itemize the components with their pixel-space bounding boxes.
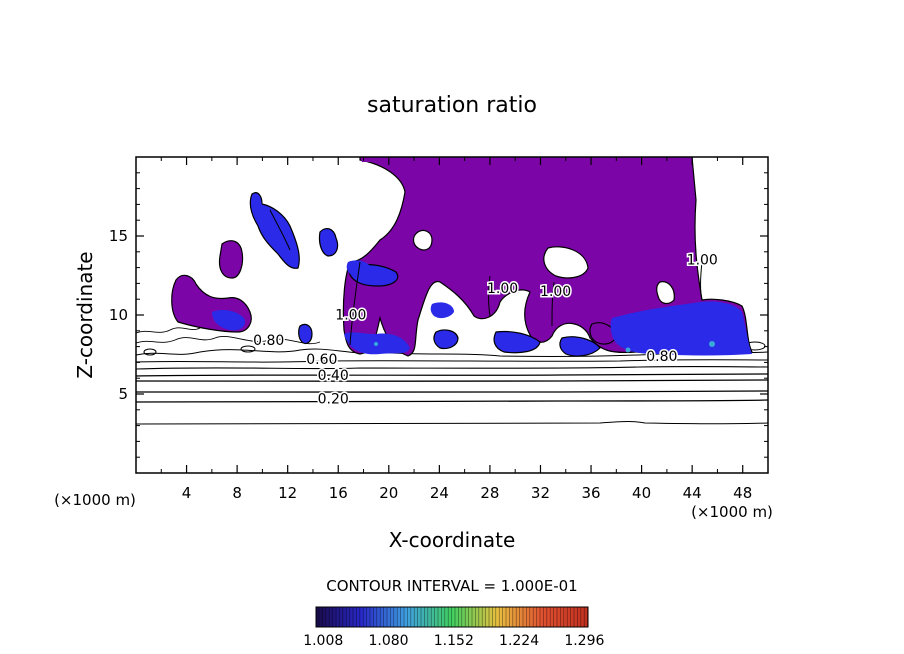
- contour-line-090: [136, 336, 321, 345]
- cloud-blob: [249, 192, 300, 269]
- y-axis-label: Z-coordinate: [73, 251, 97, 378]
- colorbar: 1.008 1.080 1.152 1.224 1.296: [303, 606, 604, 649]
- y-tick-label: 5: [118, 385, 128, 403]
- contour-line-010: [136, 421, 768, 425]
- colorbar-tick-label: 1.224: [499, 633, 539, 649]
- x-tick-label: 48: [733, 484, 752, 502]
- contour-line-050: [136, 373, 768, 377]
- contour-lines: [136, 327, 768, 425]
- contour-label: 1.00: [487, 281, 518, 297]
- cloud-blob: [218, 240, 244, 279]
- chart-title: saturation ratio: [367, 93, 537, 118]
- x-tick-label: 16: [329, 484, 348, 502]
- cloud-blob: [318, 228, 339, 257]
- contour-interval-label: CONTOUR INTERVAL = 1.000E-01: [326, 577, 577, 595]
- cloud-gap: [656, 281, 675, 305]
- plot-area: 0.20 0.400.60 0.80 0.80 1.00 1.00 1.00 1.00: [136, 157, 768, 425]
- x-tick-label: 24: [430, 484, 449, 502]
- y-tick-label: 10: [109, 306, 128, 324]
- contour-label: 0.80: [646, 349, 677, 365]
- y-axis-ticks: 5 10 15: [109, 172, 768, 458]
- contour-line-020: [136, 399, 768, 403]
- colorbar-gradient: [315, 606, 589, 628]
- contour-line-070: [136, 359, 768, 363]
- cloud-blob: [559, 336, 601, 357]
- x-axis-label: X-coordinate: [389, 528, 516, 552]
- contour-label: 0.60: [306, 352, 337, 368]
- contour-island: [240, 345, 256, 353]
- cloud-blob: [589, 322, 617, 345]
- high-saturation-region: [212, 198, 752, 356]
- colorbar-tick-label: 1.008: [303, 633, 343, 649]
- x-axis-ticks: 4 8 12 16 20 24 28 32 36 40 44 48: [160, 157, 752, 502]
- contour-line-030: [136, 390, 768, 393]
- colorbar-tick-label: 1.296: [564, 633, 604, 649]
- supersaturated-region: [171, 157, 753, 357]
- cloud-blob: [298, 323, 313, 345]
- contour-label: 1.00: [540, 284, 571, 300]
- inner-contours: [269, 209, 703, 346]
- x-tick-label: 8: [232, 484, 242, 502]
- x-tick-label: 12: [278, 484, 297, 502]
- colorbar-tick-label: 1.080: [368, 633, 408, 649]
- x-tick-label: 44: [683, 484, 702, 502]
- cloud-blob: [433, 329, 459, 350]
- contour-label: 1.00: [335, 308, 366, 324]
- cloud-gap: [412, 229, 433, 251]
- contour-line-040: [136, 379, 768, 382]
- x-tick-label: 28: [480, 484, 499, 502]
- contour-label: 1.00: [687, 252, 718, 268]
- contour-line-060: [136, 366, 768, 370]
- contour-labels: 0.20 0.400.60 0.80 0.80 1.00 1.00 1.00 1.00: [252, 251, 720, 409]
- x-tick-label: 20: [379, 484, 398, 502]
- x-unit-label-left: (×1000 m): [54, 491, 136, 509]
- y-tick-label: 15: [109, 227, 128, 245]
- x-tick-label: 40: [632, 484, 651, 502]
- colorbar-tick-label: 1.152: [434, 633, 474, 649]
- contour-label: 0.20: [318, 391, 349, 407]
- contour-label: 0.80: [253, 333, 284, 349]
- x-unit-label-right: (×1000 m): [691, 503, 773, 521]
- anvil-edge: [360, 157, 692, 162]
- x-tick-label: 4: [182, 484, 192, 502]
- contour-line-095: [136, 327, 201, 334]
- colorbar-stripes: [318, 607, 588, 627]
- cloud-gap: [543, 246, 589, 279]
- contour-island: [143, 348, 157, 356]
- x-tick-label: 32: [531, 484, 550, 502]
- contour-label: 0.40: [318, 368, 349, 384]
- cloud-blob: [493, 330, 541, 354]
- x-tick-label: 36: [581, 484, 600, 502]
- colorbar-tick-labels: 1.008 1.080 1.152 1.224 1.296: [303, 633, 604, 649]
